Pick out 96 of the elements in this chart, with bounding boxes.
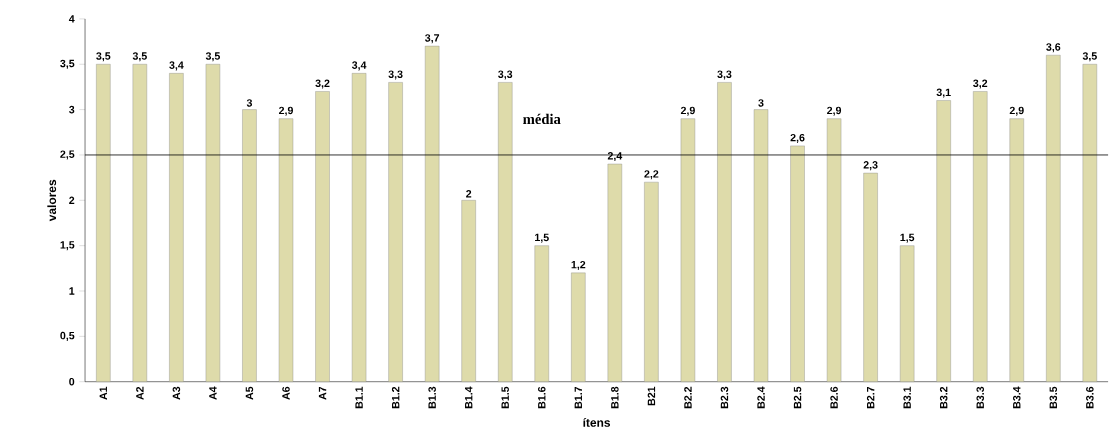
bar (1082, 64, 1098, 382)
bar (1046, 55, 1061, 382)
bar (753, 109, 769, 382)
x-tick-label: A2 (136, 386, 144, 400)
x-tick-label: A6 (282, 386, 290, 400)
data-label: 2,3 (863, 161, 878, 171)
bar (790, 145, 805, 382)
data-label: 3,1 (936, 88, 951, 98)
data-label: 3,4 (169, 61, 184, 71)
bar (899, 245, 915, 382)
bar (1009, 118, 1024, 382)
x-tick-label: B1.3 (428, 386, 436, 409)
data-label: 2,2 (644, 170, 659, 180)
data-label: 3,7 (425, 34, 440, 44)
ref-line-label: média (523, 113, 561, 125)
bar (826, 118, 842, 382)
bar (461, 200, 476, 382)
x-tick-label: B21 (647, 386, 656, 406)
x-tick-label: B1.2 (391, 386, 400, 409)
data-label: 3,5 (1082, 52, 1097, 62)
bar (388, 82, 403, 382)
bar (973, 91, 988, 382)
data-label: 3,6 (1046, 43, 1061, 53)
y-tick-label: 2 (69, 196, 75, 205)
bar (169, 73, 184, 382)
bar (315, 91, 330, 382)
x-tick-label: B2.5 (793, 386, 802, 409)
bar (717, 82, 732, 382)
data-label: 1,2 (571, 260, 586, 271)
bar (351, 73, 367, 382)
x-tick-label: B3.6 (1086, 386, 1094, 409)
y-tick-label: 3 (69, 105, 75, 114)
data-label: 2,9 (680, 106, 695, 116)
data-label: 2 (466, 190, 472, 198)
x-tick-label: B1.6 (538, 386, 546, 409)
bar (278, 118, 294, 382)
x-tick-label: B2.2 (684, 386, 692, 409)
x-tick-label: B1.8 (611, 386, 619, 409)
data-label: 3,3 (388, 70, 403, 80)
data-label: 2,9 (278, 106, 293, 116)
bar (424, 45, 440, 382)
y-tick-label: 2,5 (60, 150, 75, 160)
bar (936, 100, 951, 382)
data-label: 2,4 (607, 152, 623, 162)
y-tick-label: 1,5 (60, 241, 75, 251)
bar (863, 172, 878, 382)
data-label: 3,2 (315, 79, 330, 89)
data-label: 3,2 (973, 79, 988, 89)
y-tick-label: 0,5 (60, 331, 75, 341)
x-tick-label: B1.5 (501, 386, 509, 409)
bar (571, 272, 586, 382)
data-label: 2,9 (1009, 106, 1024, 116)
bar (242, 109, 257, 382)
x-tick-label: A3 (172, 386, 181, 400)
data-label: 3,5 (132, 52, 147, 62)
data-label: 3,3 (498, 70, 513, 80)
data-label: 3,5 (96, 52, 111, 62)
x-tick-label: B3.4 (1013, 386, 1021, 409)
data-label: 3,4 (351, 61, 367, 71)
bar (644, 182, 659, 382)
bar (680, 118, 696, 382)
data-label: 1,5 (900, 233, 915, 243)
x-tick-label: B1.1 (355, 386, 363, 409)
x-tick-label: B2.7 (866, 386, 875, 409)
x-tick-label: B1.4 (465, 386, 473, 409)
data-label: 1,5 (535, 233, 549, 243)
y-tick-label: 4 (68, 15, 75, 23)
bar (205, 64, 221, 382)
data-label: 3,3 (717, 70, 732, 80)
y-tick-label: 3,5 (60, 59, 75, 69)
x-tick-label: B3.2 (939, 386, 948, 409)
bar (498, 82, 513, 382)
y-tick-label: 1 (69, 287, 75, 295)
data-label: 2,6 (790, 133, 805, 144)
bar (132, 64, 148, 382)
x-tick-label: A4 (209, 386, 217, 400)
x-tick-label: A7 (318, 386, 327, 400)
data-label: 3 (246, 99, 253, 107)
x-axis-title: ítens (583, 418, 611, 427)
x-tick-label: B3.5 (1049, 386, 1058, 409)
x-tick-label: B3.3 (976, 386, 984, 409)
x-tick-label: A5 (245, 386, 254, 400)
x-tick-label: B2.6 (830, 386, 838, 409)
y-axis-title: valores (47, 179, 57, 222)
x-tick-label: B1.7 (574, 386, 582, 409)
y-tick-label: 0 (69, 378, 75, 386)
data-label: 3,5 (205, 52, 220, 62)
bar (96, 64, 111, 382)
x-tick-label: B3.1 (903, 386, 911, 409)
bar (534, 245, 549, 382)
x-tick-label: B2.3 (720, 386, 729, 409)
x-tick-label: B2.4 (757, 386, 765, 409)
data-label: 3 (758, 99, 764, 107)
bar (607, 163, 623, 382)
x-tick-label: A1 (99, 386, 107, 400)
data-label: 2,9 (827, 106, 842, 116)
